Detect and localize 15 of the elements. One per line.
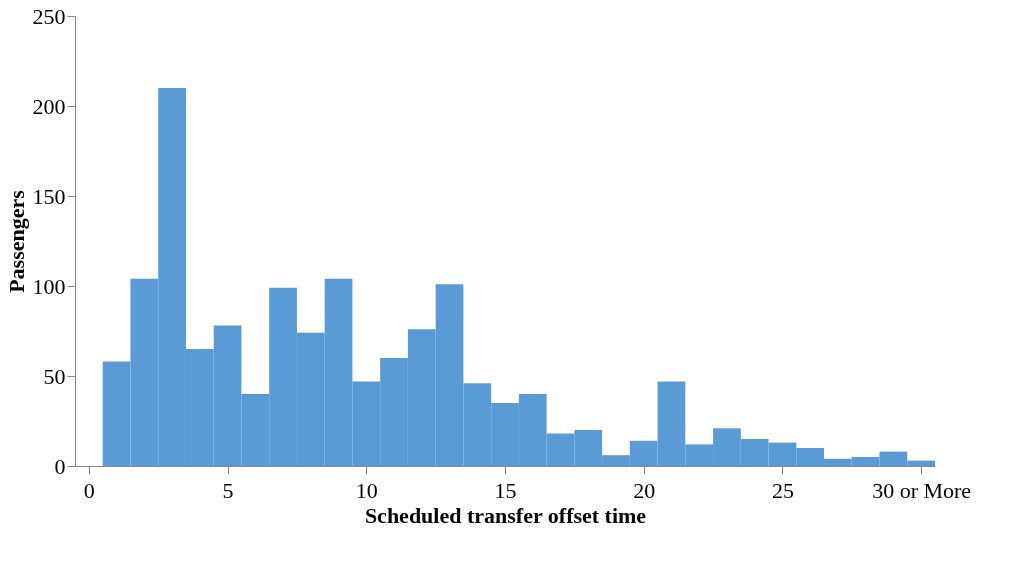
y-tick-label: 100 [32,273,66,299]
y-tick-label: 200 [32,93,66,119]
x-tick-label: 30 or More [872,477,972,503]
x-tick-label: 10 [355,477,378,503]
y-tick-label: 250 [32,3,66,29]
x-tick-label: 20 [633,477,656,503]
y-tick-label: 50 [43,363,66,389]
x-tick-label: 0 [83,477,95,503]
x-tick-label: 15 [494,477,517,503]
x-tick-label: 5 [222,477,234,503]
y-tick-label: 150 [32,183,66,209]
y-tick-label: 0 [54,453,66,479]
x-axis-title: Scheduled transfer offset time [364,502,647,528]
x-tick-label: 25 [771,477,794,503]
y-axis-title: Passengers [3,189,29,293]
